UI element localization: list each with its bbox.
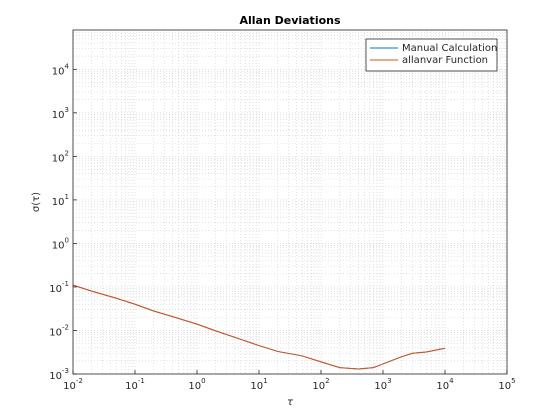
x-tick-label: 104: [436, 377, 454, 392]
x-tick-label: 10-2: [63, 377, 83, 392]
legend-label: Manual Calculation: [402, 43, 497, 54]
legend-label: allanvar Function: [402, 55, 488, 66]
x-tick-label: 101: [250, 377, 267, 392]
y-tick-label: 101: [52, 193, 69, 208]
grid: [72, 29, 508, 375]
y-tick-label: 100: [52, 236, 69, 251]
y-tick-label: 103: [52, 106, 69, 121]
x-tick-label: 103: [374, 377, 391, 392]
legend-box: [365, 38, 498, 72]
y-tick-label: 10-3: [49, 367, 69, 382]
series-line: [72, 284, 446, 370]
y-axis-label: σ(τ): [31, 192, 42, 212]
y-tick-label: 104: [52, 62, 70, 77]
y-tick-label: 10-1: [49, 280, 69, 295]
lines: [72, 284, 446, 370]
y-tick-label: 102: [52, 149, 69, 164]
axes-box: [72, 29, 508, 375]
x-tick-label: 105: [498, 377, 515, 392]
x-tick-label: 100: [188, 377, 205, 392]
y-tick-label: 10-2: [49, 323, 69, 338]
x-tick-label: 102: [312, 377, 329, 392]
chart-title: Allan Deviations: [239, 14, 341, 27]
x-axis-label: τ: [287, 397, 294, 408]
x-tick-label: 10-1: [125, 377, 145, 392]
